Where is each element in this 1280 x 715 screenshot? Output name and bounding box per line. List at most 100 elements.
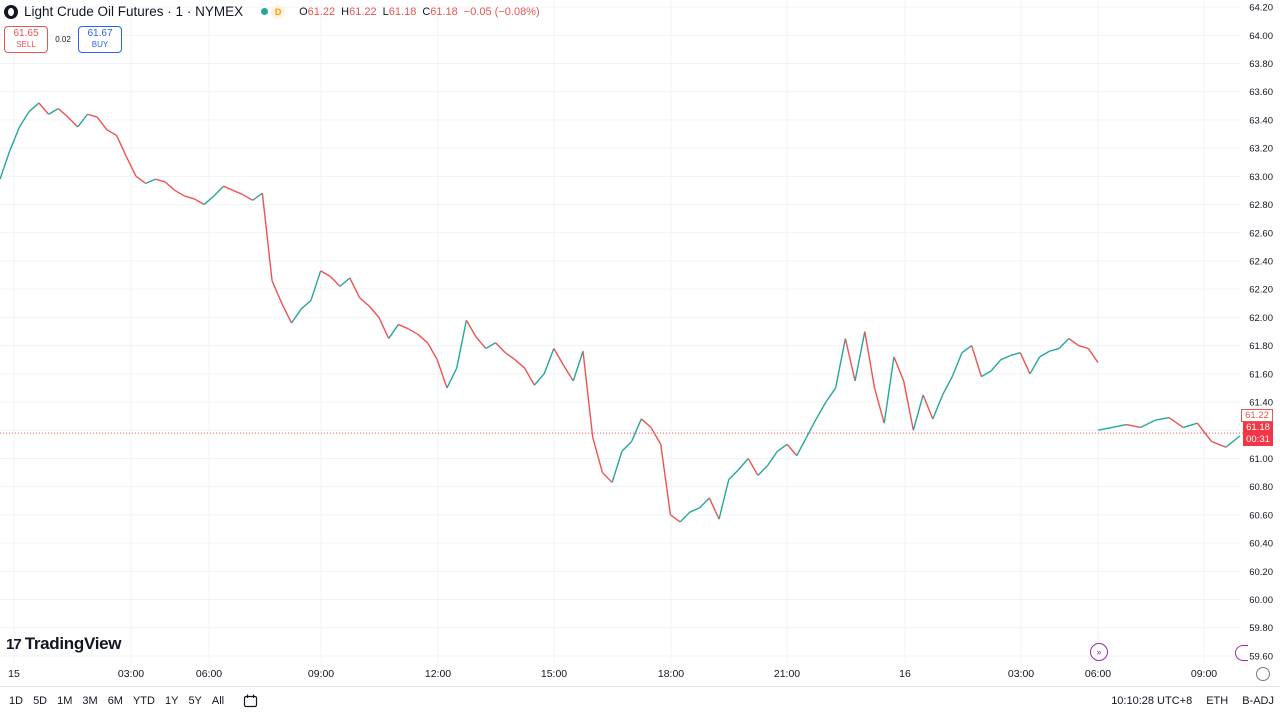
price-segment xyxy=(679,511,691,523)
tradingview-watermark[interactable]: 17 TradingView xyxy=(6,634,122,654)
price-segment xyxy=(184,195,195,200)
price-segment xyxy=(504,352,516,361)
price-segment xyxy=(922,394,934,420)
price-segment xyxy=(9,126,21,152)
range-1m[interactable]: 1M xyxy=(57,695,73,707)
price-segment xyxy=(320,270,331,278)
price-segment xyxy=(1000,354,1011,361)
price-segment xyxy=(805,418,817,438)
range-3m[interactable]: 3M xyxy=(82,695,98,707)
price-segment xyxy=(242,194,253,201)
sell-label: SELL xyxy=(16,40,36,49)
y-tick-label: 63.00 xyxy=(1249,172,1273,183)
price-segment xyxy=(1019,352,1031,375)
symbol-title[interactable]: Light Crude Oil Futures · 1 · NYMEX xyxy=(24,4,244,19)
price-segment xyxy=(232,189,244,196)
price-segment xyxy=(524,367,536,386)
range-1y[interactable]: 1Y xyxy=(164,695,179,707)
time-axis[interactable]: 15 03:00 06:00 09:00 12:00 15:00 18:00 21:00 16 0… xyxy=(8,668,1217,680)
y-tick-label: 59.60 xyxy=(1249,651,1273,662)
price-segment xyxy=(981,370,992,378)
x-tick-label: 12:00 xyxy=(425,668,451,680)
grid-lines xyxy=(0,0,1240,663)
y-tick-label: 64.20 xyxy=(1249,3,1273,14)
session-toggle[interactable]: ETH xyxy=(1206,695,1229,707)
price-segment xyxy=(990,359,1002,372)
y-tick-label: 61.80 xyxy=(1249,341,1273,352)
x-tick-label: 15:00 xyxy=(541,668,567,680)
price-segment xyxy=(1112,423,1127,429)
price-segment xyxy=(446,367,458,389)
price-segment xyxy=(0,150,11,180)
price-segment xyxy=(125,156,137,177)
y-tick-label: 62.60 xyxy=(1249,228,1273,239)
y-tick-label: 61.40 xyxy=(1249,398,1273,409)
price-segment xyxy=(252,192,263,201)
y-tick-label: 62.20 xyxy=(1249,285,1273,296)
x-tick-label: 21:00 xyxy=(774,668,800,680)
x-tick-label: 03:00 xyxy=(118,668,144,680)
price-segment xyxy=(670,514,681,523)
price-segment xyxy=(378,317,390,339)
range-ytd[interactable]: YTD xyxy=(132,695,155,707)
price-segment xyxy=(1068,337,1079,347)
spread-value: 0.02 xyxy=(55,35,71,44)
go-to-realtime-icon[interactable] xyxy=(1235,645,1248,661)
y-tick-label: 60.00 xyxy=(1249,595,1273,606)
price-segment xyxy=(18,111,30,128)
price-segment xyxy=(621,441,633,452)
range-6m[interactable]: 6M xyxy=(107,695,123,707)
price-segment xyxy=(388,324,399,339)
open-value: 61.22 xyxy=(307,5,336,18)
price-segment xyxy=(728,469,739,481)
symbol-legend: Light Crude Oil Futures · 1 · NYMEX D O6… xyxy=(4,4,540,19)
y-tick-label: 63.60 xyxy=(1249,87,1273,98)
price-segment xyxy=(174,189,185,197)
adjustment-toggle[interactable]: B-ADJ xyxy=(1242,695,1274,707)
price-segment xyxy=(1087,348,1099,363)
ohlc-values: O61.22 H61.22 L61.18 C61.18 −0.05 (−0.08… xyxy=(299,6,540,18)
market-status[interactable]: D xyxy=(261,4,286,19)
range-5y[interactable]: 5Y xyxy=(188,695,202,707)
price-segment xyxy=(689,507,700,513)
settings-icon[interactable] xyxy=(1256,667,1270,681)
close-value: 61.18 xyxy=(430,5,458,18)
price-segment xyxy=(718,479,730,520)
price-axis[interactable]: 64.20 64.00 63.80 63.60 63.40 63.20 63.00 62.80… xyxy=(1249,3,1273,663)
price-segment xyxy=(213,185,224,197)
price-segment xyxy=(562,364,574,382)
y-tick-label: 64.00 xyxy=(1249,31,1273,42)
price-segment xyxy=(592,437,604,473)
range-5d[interactable]: 5D xyxy=(33,695,48,707)
price-segment xyxy=(912,394,924,431)
y-tick-label: 60.80 xyxy=(1249,482,1273,493)
clock[interactable]: 10:10:28 UTC+8 xyxy=(1111,695,1193,707)
sell-button[interactable]: 61.65 SELL xyxy=(4,26,48,53)
price-segment xyxy=(767,451,778,466)
price-chart[interactable]: 64.20 64.00 63.80 63.60 63.40 63.20 63.00 62.80… xyxy=(0,0,1280,686)
y-tick-label: 61.00 xyxy=(1249,454,1273,465)
price-segment xyxy=(1097,426,1113,431)
price-segment xyxy=(601,472,613,483)
price-segment xyxy=(844,338,856,382)
price-segment xyxy=(533,373,545,386)
price-segment xyxy=(834,338,847,389)
x-tick-label: 06:00 xyxy=(1085,668,1111,680)
buy-price: 61.67 xyxy=(87,28,113,39)
price-segment xyxy=(893,356,905,382)
price-segment xyxy=(38,102,50,115)
price-segment xyxy=(553,348,565,366)
range-all[interactable]: All xyxy=(211,695,225,707)
price-segment xyxy=(106,129,117,137)
buy-button[interactable]: 61.67 BUY xyxy=(78,26,122,53)
range-1d[interactable]: 1D xyxy=(9,695,24,707)
price-segment xyxy=(864,331,876,389)
price-segment xyxy=(1168,416,1184,428)
calendar-icon[interactable] xyxy=(243,694,259,708)
price-segment xyxy=(407,328,419,335)
y-tick-label: 60.60 xyxy=(1249,510,1273,521)
go-to-live-icon[interactable]: » xyxy=(1090,643,1108,661)
price-segment xyxy=(699,497,710,509)
price-segment xyxy=(155,178,166,183)
price-segment xyxy=(1140,419,1156,429)
